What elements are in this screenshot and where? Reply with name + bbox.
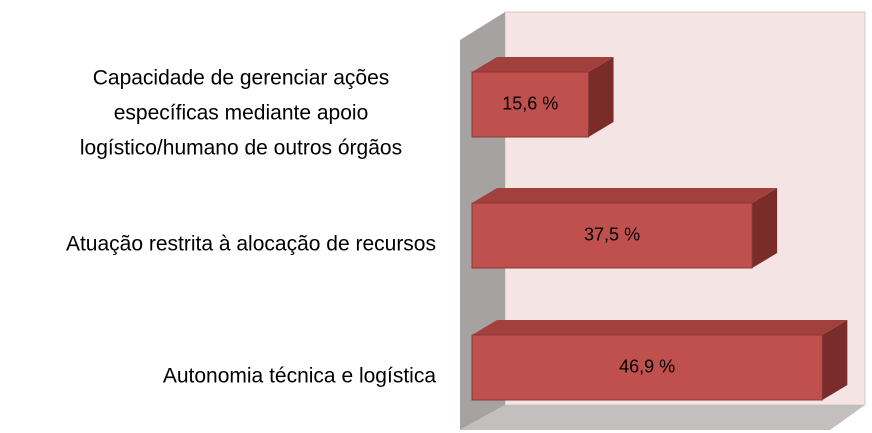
- bar-side: [822, 320, 848, 400]
- category-label: Autonomia técnica e logística: [163, 358, 436, 393]
- bar: [471, 334, 823, 401]
- data-label: 37,5 %: [584, 224, 640, 244]
- category-text: Capacidade de gerenciar ações específica…: [79, 66, 403, 159]
- bar-top: [472, 320, 848, 335]
- bar-side: [588, 57, 614, 137]
- category-text: Autonomia técnica e logística: [162, 364, 436, 387]
- data-label: 46,9 %: [619, 356, 675, 376]
- floor: [460, 405, 865, 430]
- category-label: Capacidade de gerenciar ações específica…: [46, 60, 436, 165]
- category-label: Atuação restrita à alocação de recursos: [66, 226, 436, 261]
- bar: [471, 71, 590, 138]
- category-text: Atuação restrita à alocação de recursos: [65, 232, 436, 255]
- bar-side: [752, 188, 778, 268]
- data-label: 15,6 %: [502, 93, 558, 113]
- bar-top: [472, 188, 778, 203]
- bar-top: [472, 57, 614, 72]
- bar: [471, 202, 753, 269]
